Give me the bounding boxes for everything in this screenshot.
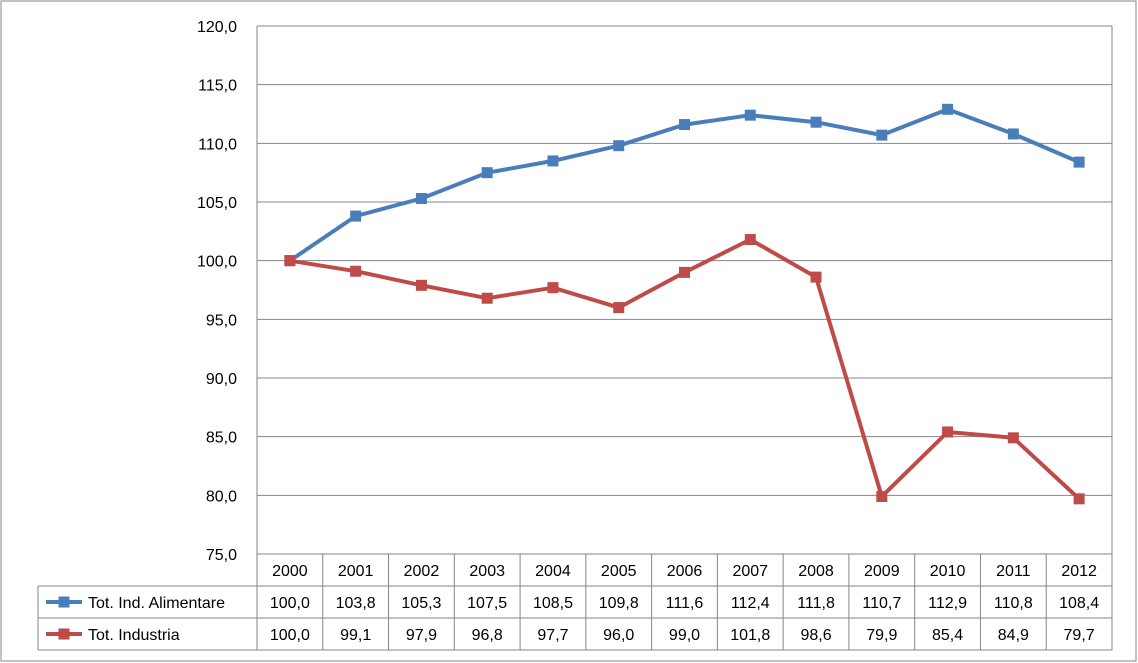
x-tick-label: 2012	[1061, 563, 1097, 580]
data-label: 85,4	[932, 627, 963, 644]
data-point	[1073, 493, 1085, 505]
data-point	[942, 103, 954, 115]
data-label: 96,0	[603, 627, 634, 644]
data-point	[679, 266, 690, 278]
data-point	[1007, 128, 1019, 140]
data-point	[415, 192, 427, 204]
data-label: 97,7	[537, 627, 568, 644]
x-tick-label: 2008	[798, 563, 834, 580]
y-tick-label: 115,0	[198, 78, 237, 95]
legend-marker	[58, 628, 70, 640]
data-label: 105,3	[401, 595, 441, 612]
x-tick-label: 2007	[732, 563, 768, 580]
series-1	[284, 103, 1085, 267]
data-point	[547, 155, 559, 167]
data-point	[1007, 432, 1019, 444]
data-label: 99,1	[340, 627, 371, 644]
data-point	[810, 271, 822, 283]
data-label: 108,4	[1059, 595, 1099, 612]
x-tick-label: 2002	[404, 563, 440, 580]
y-tick-label: 105,0	[197, 195, 237, 212]
grid-lines	[256, 25, 1113, 555]
series-layer	[284, 103, 1085, 505]
data-label: 112,9	[928, 595, 967, 612]
data-point	[744, 109, 756, 121]
data-label: 79,9	[866, 627, 897, 644]
data-point	[942, 426, 954, 438]
y-tick-label: 75,0	[206, 547, 237, 564]
x-tick-label: 2011	[996, 563, 1031, 580]
data-point	[613, 140, 625, 152]
data-label: 107,5	[467, 595, 507, 612]
data-point	[350, 265, 362, 277]
data-label: 110,7	[862, 595, 901, 612]
data-point	[481, 167, 493, 179]
x-tick-label: 2000	[272, 563, 308, 580]
y-axis-tick-labels: 75,0 80,0 85,0 90,0 95,0 100,0 105,0 110,0 115,0…	[197, 19, 237, 564]
legend-label: Tot. Ind. Alimentare	[88, 595, 225, 612]
data-point	[284, 255, 296, 267]
data-label: 101,8	[730, 627, 770, 644]
y-tick-label: 90,0	[206, 371, 237, 388]
data-table: 2000 2001 2002 2003 2004 2005 2006 2007 2008 2009…	[37, 553, 1113, 651]
y-tick-label: 85,0	[206, 430, 237, 447]
data-label: 108,5	[533, 595, 573, 612]
data-label: 110,8	[994, 595, 1033, 612]
data-point	[810, 116, 822, 128]
y-tick-label: 110,0	[198, 136, 237, 153]
data-label: 96,8	[472, 627, 503, 644]
data-label: 99,0	[669, 627, 700, 644]
x-tick-label: 2006	[667, 563, 703, 580]
data-label: 100,0	[270, 627, 310, 644]
y-tick-label: 120,0	[197, 19, 237, 36]
y-tick-label: 100,0	[197, 254, 237, 271]
x-tick-label: 2005	[601, 563, 637, 580]
data-point	[679, 119, 690, 131]
data-label: 100,0	[270, 595, 310, 612]
x-tick-label: 2003	[469, 563, 505, 580]
data-point	[876, 129, 888, 141]
data-label: 79,7	[1064, 627, 1095, 644]
data-label: 111,6	[666, 595, 704, 612]
series-2	[284, 234, 1085, 505]
x-tick-label: 2004	[535, 563, 571, 580]
y-tick-label: 95,0	[206, 312, 237, 329]
data-point	[876, 491, 888, 503]
data-point	[744, 234, 756, 246]
data-point	[350, 210, 362, 222]
y-tick-label: 80,0	[206, 488, 237, 505]
data-label: 111,8	[797, 595, 835, 612]
x-tick-label: 2001	[338, 563, 374, 580]
data-label: 112,4	[731, 595, 770, 612]
data-label: 98,6	[800, 627, 831, 644]
data-point	[1073, 156, 1085, 168]
data-point	[613, 302, 625, 314]
x-tick-label: 2009	[864, 563, 900, 580]
legend-marker	[58, 596, 70, 608]
legend-label: Tot. Industria	[88, 627, 180, 644]
data-label: 97,9	[406, 627, 437, 644]
data-label: 103,8	[336, 595, 376, 612]
data-label: 84,9	[998, 627, 1029, 644]
x-tick-label: 2010	[930, 563, 966, 580]
data-point	[415, 279, 427, 291]
data-point	[547, 282, 559, 294]
data-point	[481, 292, 493, 304]
data-label: 109,8	[599, 595, 639, 612]
